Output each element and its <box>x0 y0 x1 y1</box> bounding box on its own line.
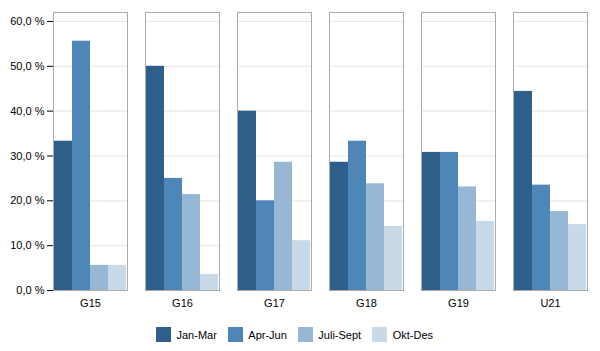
svg-text:40,0 %: 40,0 % <box>10 105 44 117</box>
html-text:Juli-Sept: Juli-Sept <box>318 328 362 341</box>
svg-text:60,0 %: 60,0 % <box>10 15 44 27</box>
html-text:Apr-Jun: Apr-Jun <box>248 328 287 341</box>
svg-text:0,0 %: 0,0 % <box>16 284 44 296</box>
svg-text:G19: G19 <box>448 297 469 309</box>
svg-text:20,0 %: 20,0 % <box>10 194 44 206</box>
svg-text:U21: U21 <box>540 297 560 309</box>
svg-text:10,0 %: 10,0 % <box>10 239 44 251</box>
html-text:Jan-Mar: Jan-Mar <box>176 328 217 341</box>
svg-text:G16: G16 <box>172 297 193 309</box>
html-text:Okt-Des: Okt-Des <box>392 328 433 341</box>
svg-text:G18: G18 <box>356 297 377 309</box>
svg-text:30,0 %: 30,0 % <box>10 150 44 162</box>
svg-text:50,0 %: 50,0 % <box>10 60 44 72</box>
svg-text:G17: G17 <box>264 297 285 309</box>
svg-text:G15: G15 <box>80 297 101 309</box>
